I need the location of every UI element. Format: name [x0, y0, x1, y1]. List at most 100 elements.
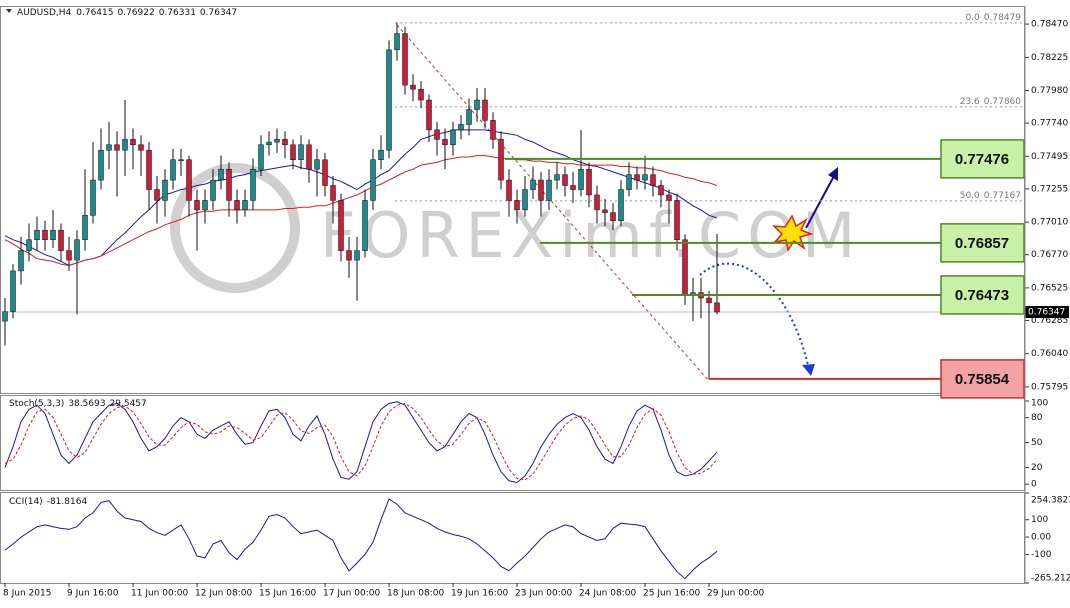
- candle-body: [434, 129, 440, 140]
- candle-body: [706, 297, 712, 304]
- candle-body: [138, 144, 144, 151]
- up-arrow-head: [828, 167, 838, 181]
- fib-trend-line: [396, 24, 710, 382]
- candle-body: [146, 149, 152, 190]
- candle-body: [386, 49, 392, 151]
- candle-body: [330, 185, 336, 201]
- candle-body: [562, 174, 568, 186]
- candle-body: [354, 250, 360, 261]
- candle-body: [306, 144, 312, 170]
- watermark-text: FOREXimf.COM: [320, 199, 861, 272]
- candle-body: [506, 179, 512, 201]
- symbol: AUDUSD,H4: [17, 8, 72, 18]
- candle-body: [50, 229, 56, 240]
- watermark-ring: [170, 163, 300, 293]
- stoch-title: Stoch(5,3,3): [9, 399, 64, 409]
- header-high: 0.76922: [117, 8, 154, 18]
- x-tick-label: 23 Jun 00:00: [515, 589, 572, 599]
- y-tick-label: 0.00: [1031, 533, 1051, 543]
- down-arrow-head: [802, 364, 815, 376]
- level-box: [940, 223, 1025, 263]
- candle-body: [490, 120, 496, 140]
- x-tick-label: 19 Jun 16:00: [451, 589, 508, 599]
- candle-body: [466, 109, 472, 125]
- stoch-signal-value: 29.5457: [110, 399, 147, 409]
- y-tick-label: 0.77980: [1031, 86, 1068, 96]
- candle-body: [266, 141, 272, 146]
- fib-label: 50.0 0.77167: [960, 190, 1021, 200]
- fib-price: 0.77167: [984, 190, 1021, 200]
- y-tick-label: 100: [1031, 399, 1048, 409]
- candle-body: [210, 179, 216, 201]
- header: AUDUSD,H4 0.76415 0.76922 0.76331 0.76347: [17, 8, 237, 18]
- indicator-line: [4, 129, 718, 267]
- candle-body: [234, 200, 240, 211]
- price-tag-box: [1025, 306, 1069, 319]
- candle-body: [626, 174, 632, 190]
- header-close: 0.76347: [200, 8, 237, 18]
- candle-body: [426, 99, 432, 131]
- candle-body: [98, 149, 104, 181]
- candle-body: [338, 200, 344, 251]
- level-box: [940, 139, 1025, 179]
- annotations: [699, 167, 838, 376]
- candle-body: [546, 179, 552, 201]
- candle-body: [170, 159, 176, 181]
- candle-body: [410, 84, 416, 90]
- candle-body: [202, 200, 208, 211]
- candle-body: [610, 212, 616, 222]
- candle-body: [594, 194, 600, 211]
- level-box: [940, 359, 1025, 399]
- header-low: 0.76331: [159, 8, 196, 18]
- candle-body: [314, 159, 320, 170]
- x-tick-label: 25 Jun 16:00: [643, 589, 700, 599]
- indicator-line: [4, 401, 718, 484]
- y-tick-label: 0.77740: [1031, 119, 1068, 129]
- candle-body: [130, 139, 136, 146]
- candle-body: [194, 200, 200, 211]
- cci-title: CCI(14): [9, 497, 43, 507]
- candle-body: [602, 209, 608, 213]
- candle-body: [114, 144, 120, 151]
- stoch-main-value: 38.5693: [68, 399, 105, 409]
- y-tick-label: 0.78470: [1031, 20, 1068, 30]
- candle-body: [450, 129, 456, 146]
- fib-label: 23.6 0.77860: [960, 96, 1022, 106]
- y-tick-label: 100: [1031, 515, 1048, 525]
- burst-icon: [772, 214, 814, 252]
- candle-body: [498, 139, 504, 181]
- y-tick-label: 0.77495: [1031, 152, 1068, 162]
- price-tag-label: 0.76347: [1028, 308, 1065, 318]
- candle-body: [378, 149, 384, 160]
- candle-body: [570, 185, 576, 190]
- y-tick-label: 0: [1031, 480, 1037, 490]
- candle-body: [482, 99, 488, 121]
- candle-body: [530, 179, 536, 190]
- level-label: 0.77476: [955, 151, 1009, 168]
- y-tick-label: 20: [1031, 463, 1043, 473]
- level-label: 0.76857: [955, 235, 1009, 252]
- y-tick-label: 0.77010: [1031, 218, 1068, 228]
- candle-body: [226, 168, 232, 201]
- level-label: 0.76473: [955, 287, 1009, 304]
- level-label: 0.75854: [955, 371, 1010, 388]
- x-tick-label: 8 Jun 2015: [3, 589, 51, 599]
- candle-body: [10, 270, 16, 312]
- candle-body: [42, 229, 48, 240]
- fib-price: 0.78479: [984, 12, 1021, 22]
- candle-body: [26, 239, 32, 251]
- candle-body: [74, 239, 80, 261]
- cci-value: -81.8164: [47, 497, 88, 507]
- candle-body: [186, 159, 192, 201]
- candle-body: [682, 239, 688, 296]
- x-tick-label: 24 Jun 08:00: [579, 589, 636, 599]
- fib-price: 0.77860: [984, 96, 1021, 106]
- fib-level: 23.6: [960, 96, 980, 106]
- candle-body: [290, 144, 296, 160]
- candle-body: [242, 200, 248, 211]
- candle-body: [586, 168, 592, 196]
- y-tick-label: -100: [1031, 550, 1052, 560]
- candle-body: [58, 229, 64, 251]
- candle-body: [106, 144, 112, 151]
